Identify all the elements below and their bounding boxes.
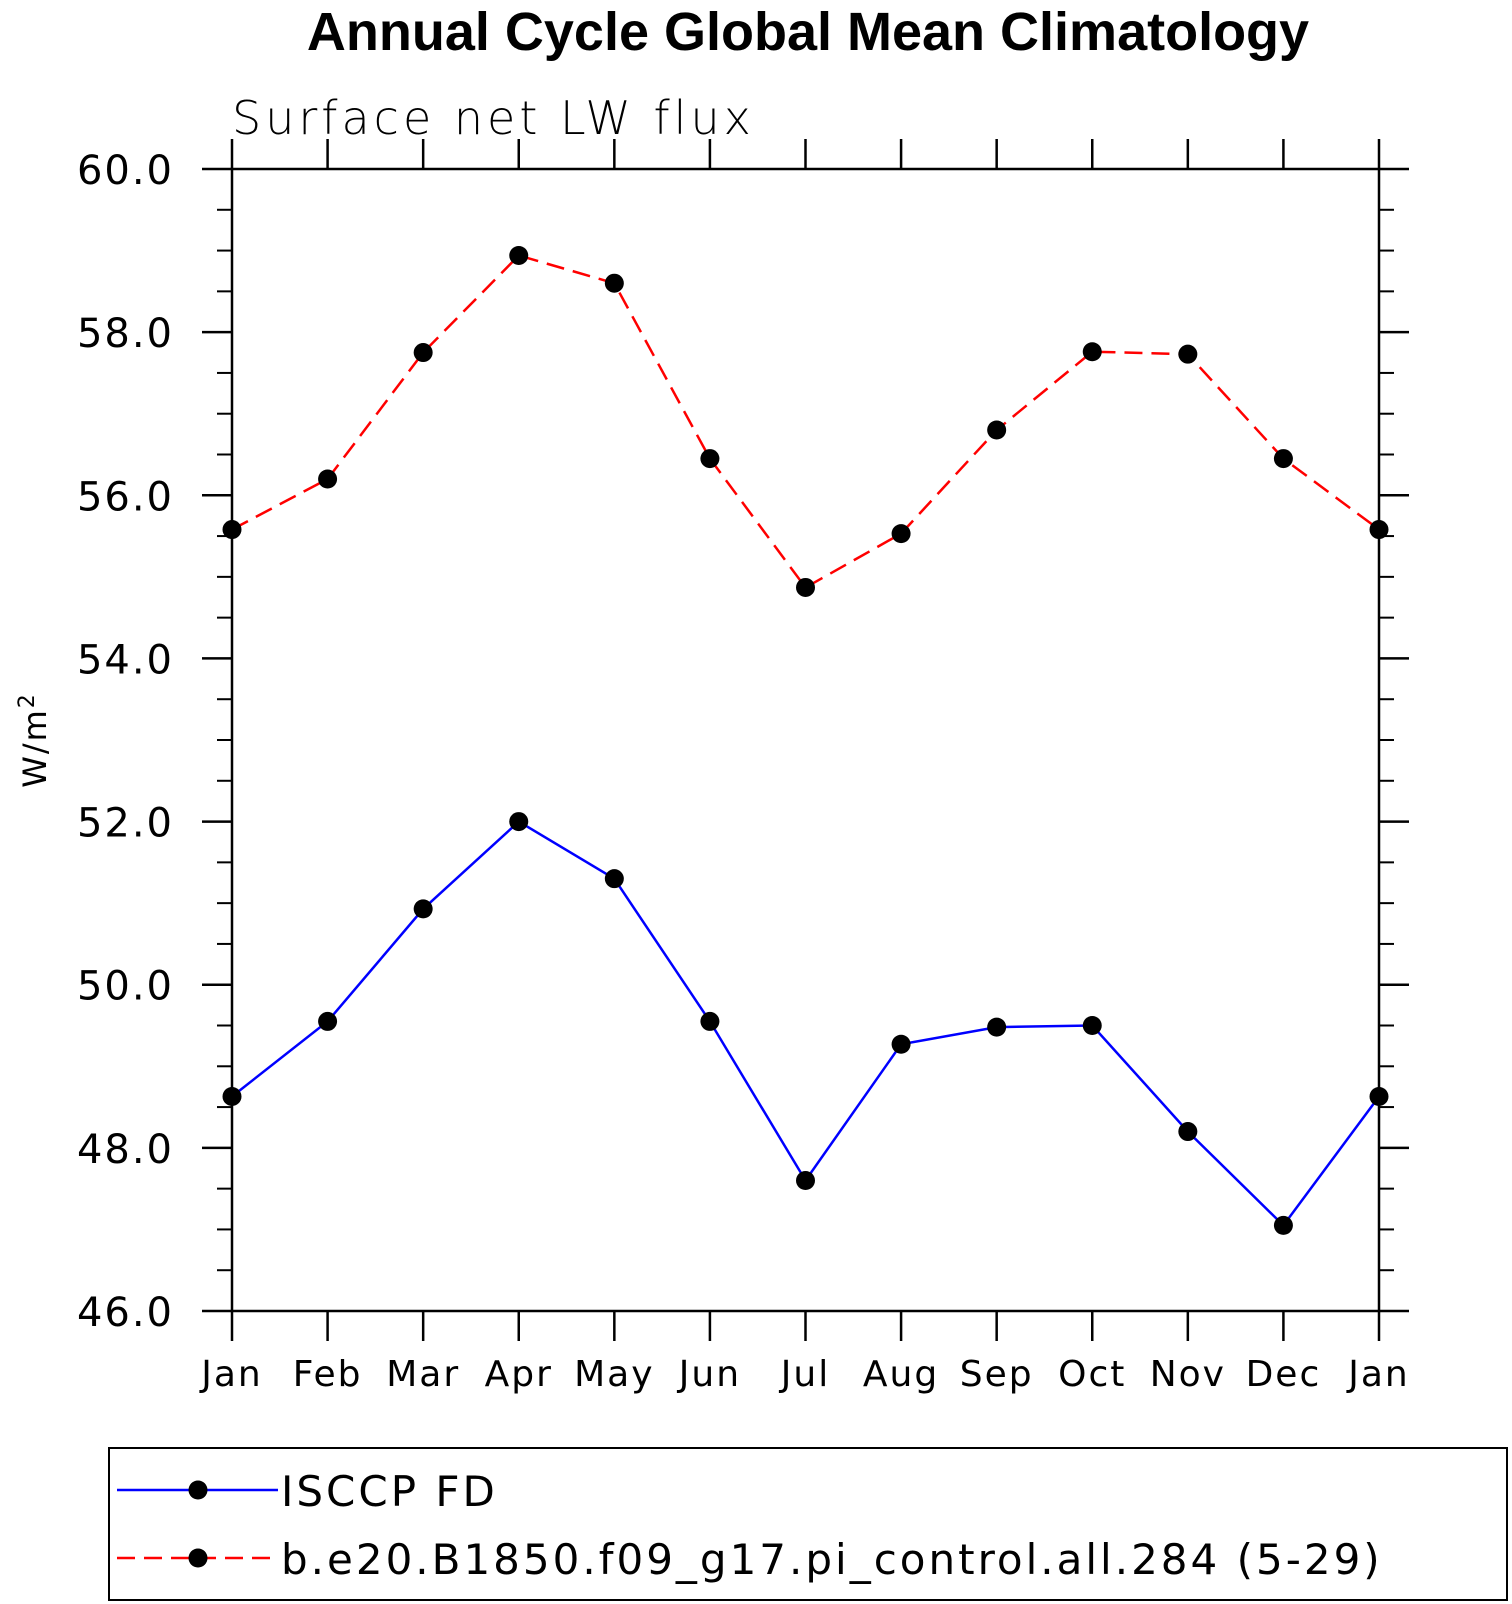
legend: ISCCP FD b.e20.B1850.f09_g17.pi_control.… — [108, 1447, 1508, 1601]
x-tick-label: Jan — [199, 1354, 263, 1395]
y-tick-label: 52.0 — [77, 801, 174, 847]
legend-marker-model — [188, 1548, 208, 1568]
x-tick-label: Mar — [386, 1354, 460, 1395]
x-tick-label: Jan — [1346, 1354, 1410, 1395]
y-tick-label: 46.0 — [77, 1290, 174, 1336]
data-point-series-1 — [413, 343, 433, 363]
x-tick-label: Sep — [960, 1354, 1034, 1395]
x-tick-label: May — [574, 1354, 654, 1395]
data-point-series-1 — [700, 449, 720, 469]
data-point-series-1 — [1369, 520, 1389, 540]
data-point-series-0 — [318, 1011, 338, 1031]
data-point-series-0 — [987, 1017, 1007, 1037]
x-tick-label: Oct — [1058, 1354, 1126, 1395]
chart-title: Annual Cycle Global Mean Climatology — [307, 2, 1309, 62]
plot-frame — [230, 167, 1381, 1313]
y-tick-label: 58.0 — [77, 311, 174, 357]
x-tick-label: Feb — [293, 1354, 363, 1395]
chart-subtitle: Surface net LW flux — [232, 91, 755, 145]
data-point-series-0 — [700, 1011, 720, 1031]
y-axis-label-superscript: 2 — [15, 692, 40, 708]
data-point-series-0 — [413, 899, 433, 919]
legend-label-model: b.e20.B1850.f09_g17.pi_control.all.284 (… — [281, 1535, 1383, 1584]
x-tick-label: Aug — [863, 1354, 939, 1395]
data-point-series-1 — [222, 520, 242, 540]
y-tick-label: 54.0 — [77, 637, 174, 683]
x-tick-label: Nov — [1150, 1354, 1226, 1395]
legend-marker-isccp — [188, 1480, 208, 1500]
data-point-series-0 — [509, 812, 529, 832]
x-tick-label: Jun — [677, 1354, 741, 1395]
y-axis-label: W/m2 — [15, 692, 54, 788]
data-point-series-0 — [222, 1086, 242, 1106]
data-point-series-0 — [1369, 1086, 1389, 1106]
legend-box — [108, 1447, 1508, 1601]
data-point-series-1 — [987, 420, 1007, 440]
data-point-series-1 — [1178, 344, 1198, 364]
series-line-1 — [231, 254, 1380, 590]
data-point-series-0 — [1082, 1016, 1102, 1035]
y-tick-label: 60.0 — [77, 148, 174, 194]
data-point-series-0 — [796, 1170, 815, 1190]
y-tick-label: 50.0 — [77, 964, 174, 1010]
legend-label-isccp: ISCCP FD — [281, 1467, 498, 1516]
data-point-series-1 — [891, 524, 911, 544]
x-tick-label: Apr — [485, 1354, 553, 1395]
series-line-0 — [231, 820, 1381, 1228]
data-point-series-0 — [891, 1034, 911, 1054]
data-point-series-1 — [318, 469, 338, 489]
data-point-series-0 — [1178, 1122, 1198, 1142]
data-point-series-1 — [604, 273, 624, 293]
series-group — [222, 245, 1389, 1235]
data-point-series-1 — [1273, 449, 1293, 469]
data-point-series-1 — [1082, 342, 1102, 362]
data-point-series-1 — [509, 245, 529, 265]
x-tick-label: Dec — [1246, 1354, 1322, 1395]
data-point-series-0 — [1273, 1215, 1293, 1235]
y-axis-label-unit: W/m — [16, 708, 54, 788]
y-tick-label: 48.0 — [77, 1127, 174, 1173]
y-tick-label: 56.0 — [77, 474, 174, 520]
data-point-series-1 — [796, 577, 815, 597]
data-point-series-0 — [604, 869, 624, 889]
x-axis: Jan Feb Mar Apr May Jun Jul Aug Sep Oct Nov Dec Jan — [199, 139, 1410, 1395]
y-axis: 46.0 48.0 50.0 52.0 54.0 56.0 58.0 60.0 — [77, 148, 1409, 1336]
x-tick-label: Jul — [779, 1354, 830, 1395]
